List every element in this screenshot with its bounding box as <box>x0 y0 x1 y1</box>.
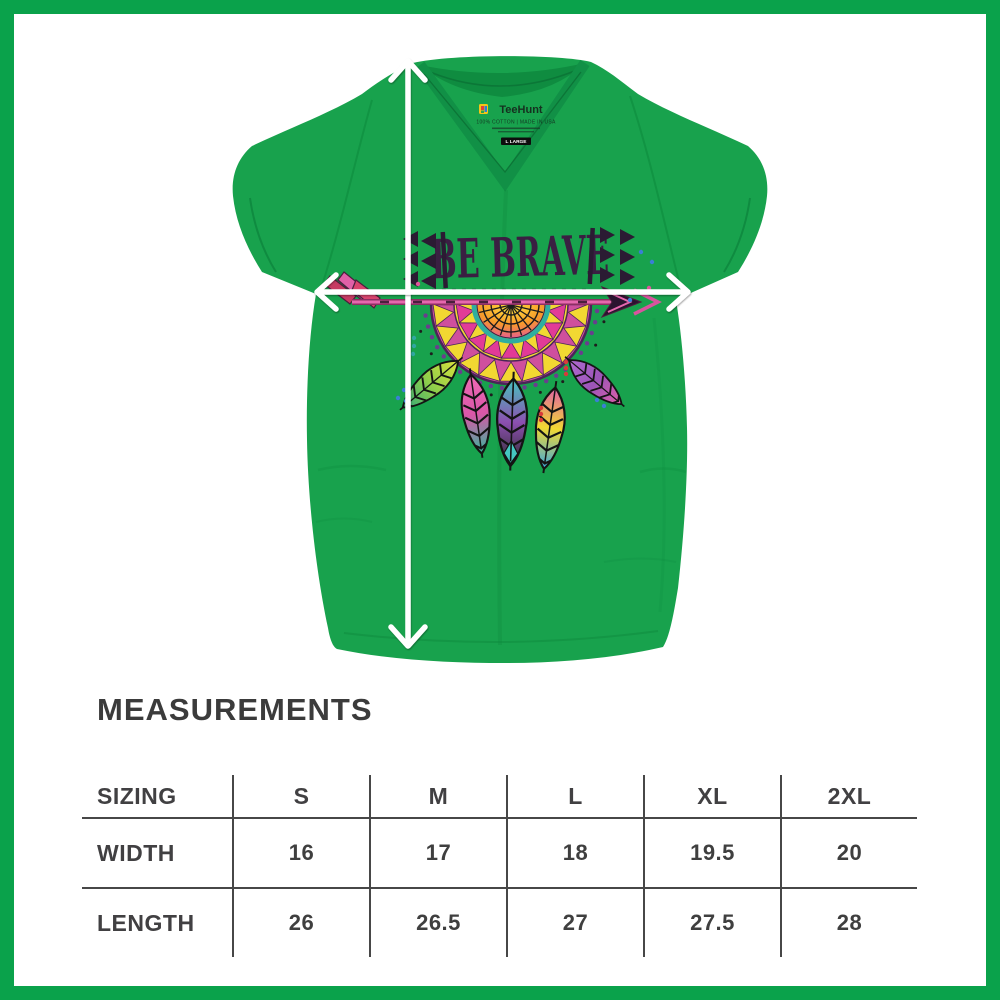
length-arrow <box>388 58 428 649</box>
length-value-xl: 27.5 <box>643 889 780 957</box>
length-value-2xl: 28 <box>780 889 917 957</box>
measurements-title: MEASUREMENTS <box>97 692 373 727</box>
size-chart-table: SIZING S M L XL 2XL WIDTH 16 17 18 19.5 … <box>82 775 917 957</box>
width-value-2xl: 20 <box>780 819 917 889</box>
table-header-sizing: SIZING <box>82 775 232 819</box>
width-value-s: 16 <box>232 819 369 889</box>
length-value-l: 27 <box>506 889 643 957</box>
decorative-dots <box>395 249 655 423</box>
table-header-l: L <box>506 775 643 819</box>
width-arrow <box>314 272 691 312</box>
brand-name: TeeHunt <box>499 104 543 116</box>
product-photo-area: TeeHunt 100% COTTON | MADE IN USA L LARG… <box>232 56 768 663</box>
width-value-m: 17 <box>369 819 506 889</box>
length-value-s: 26 <box>232 889 369 957</box>
length-value-m: 26.5 <box>369 889 506 957</box>
row-label-width: WIDTH <box>82 819 232 889</box>
width-value-l: 18 <box>506 819 643 889</box>
brand-logo-icon <box>479 104 488 114</box>
table-header-xl: XL <box>643 775 780 819</box>
care-label-text: 100% COTTON | MADE IN USA <box>476 120 556 126</box>
table-header-m: M <box>369 775 506 819</box>
neck-label: TeeHunt 100% COTTON | MADE IN USA L LARG… <box>476 104 556 145</box>
width-value-xl: 19.5 <box>643 819 780 889</box>
right-triangle-motif <box>587 227 635 285</box>
size-tag-text: L LARGE <box>506 139 528 145</box>
table-header-2xl: 2XL <box>780 775 917 819</box>
dreamcatcher <box>419 288 606 399</box>
table-header-s: S <box>232 775 369 819</box>
size-tag-badge <box>501 137 531 145</box>
tshirt-image: TeeHunt 100% COTTON | MADE IN USA L LARG… <box>232 56 768 663</box>
row-label-length: LENGTH <box>97 909 195 936</box>
graphic-title-text: BE BRAVE <box>430 223 610 292</box>
